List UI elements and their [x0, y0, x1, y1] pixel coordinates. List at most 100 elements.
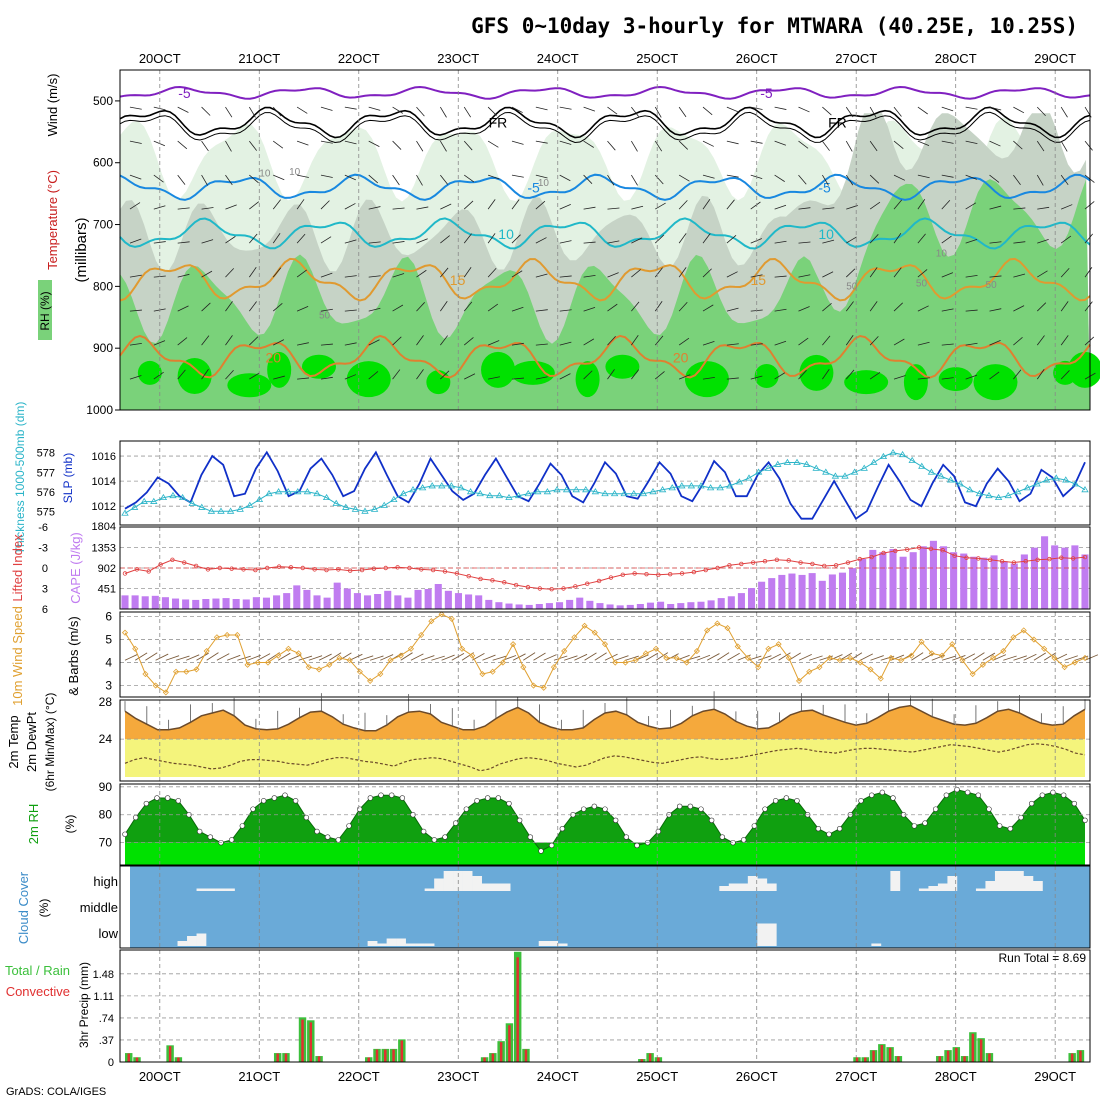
wind-barb: [702, 233, 711, 244]
wind-barb: [296, 140, 309, 146]
ytick-label: 500: [93, 94, 113, 108]
cape-bar: [495, 602, 503, 609]
thickness-marker: [303, 488, 312, 495]
wind-barb: [965, 274, 978, 278]
rh-blob: [684, 361, 729, 398]
cape-bar: [717, 598, 725, 609]
li-marker: [312, 567, 317, 572]
cloud-bar: [196, 888, 207, 891]
wind-barb-10m: [400, 652, 413, 661]
wind-barb: [893, 375, 906, 380]
wind-speed-marker: [704, 627, 711, 634]
thickness-marker: [726, 482, 734, 489]
temperature-contour: [119, 334, 1091, 379]
wind-barb: [846, 205, 858, 210]
thickness-marker: [870, 458, 878, 465]
wind-barb-10m: [237, 655, 251, 661]
wind-speed-marker: [755, 664, 762, 671]
cloud-bar: [975, 888, 986, 891]
wind-barb: [535, 309, 548, 312]
cloud-bar: [386, 938, 397, 946]
wind-barb-10m: [798, 653, 812, 661]
wind-barb: [129, 202, 141, 210]
wind-barb: [248, 106, 256, 118]
li-marker: [466, 574, 471, 579]
cloud-bar: [472, 876, 482, 891]
contour-label: 20: [673, 349, 689, 365]
thickness-marker: [774, 460, 782, 467]
rh-blob: [301, 354, 336, 379]
wind-speed-marker: [836, 657, 843, 664]
wind-barb: [893, 106, 902, 117]
wind-barb: [989, 106, 1002, 111]
thickness-marker: [956, 480, 964, 487]
cape-bar: [232, 599, 240, 609]
wind-barb: [535, 106, 548, 111]
li-marker: [525, 584, 531, 590]
cape-bar: [242, 599, 250, 609]
wind-barb: [822, 207, 835, 210]
rh2m-tick-label: 90: [99, 780, 113, 794]
wind-barb: [249, 140, 257, 151]
wind-speed-marker: [224, 631, 231, 639]
wind-barb: [989, 205, 1002, 210]
wind-barb: [129, 238, 142, 244]
ytick-label: 700: [93, 218, 113, 232]
cape-bar: [616, 605, 624, 609]
wind-barb: [1084, 267, 1093, 278]
cloud-bar: [548, 941, 559, 946]
contour-label: 10: [818, 226, 834, 242]
wind-barb: [607, 369, 615, 380]
wind-barb: [678, 174, 690, 182]
thickness-tick-label: 575: [37, 506, 55, 518]
wind-barb: [177, 241, 190, 244]
wind-barb: [774, 275, 787, 278]
wind-barb: [750, 238, 762, 244]
wind-speed-marker: [652, 645, 660, 652]
wind-barb: [702, 106, 713, 116]
wind-barb: [416, 335, 424, 346]
rh2m-marker: [431, 837, 438, 843]
wind-barb-10m: [533, 652, 546, 661]
wind-barb: [774, 106, 787, 110]
convective-bar: [400, 1040, 404, 1062]
li-marker: [134, 567, 140, 572]
wind-barb: [893, 174, 905, 181]
wind-speed-marker: [367, 677, 374, 684]
wind-barb: [225, 204, 237, 210]
convective-bar: [508, 1025, 511, 1062]
wind-barb: [1013, 106, 1025, 114]
wind-barb: [368, 307, 381, 312]
wind-barb: [893, 302, 904, 312]
wind-barb-10m: [962, 653, 976, 661]
rh2m-frame: [119, 783, 1091, 866]
wind-speed-marker: [479, 670, 486, 678]
rh-blob: [227, 373, 272, 398]
rh2m-marker: [196, 828, 203, 835]
wind-barb: [678, 267, 687, 278]
thickness-marker: [610, 489, 619, 497]
ytick-label: 800: [93, 279, 113, 293]
li-marker: [537, 586, 543, 591]
wind-barb: [249, 336, 259, 346]
rh2m-marker: [1060, 792, 1067, 798]
temperature-label: Temperature (°C): [45, 170, 60, 270]
time-label-bottom: 28OCT: [935, 1069, 977, 1084]
li-marker: [253, 567, 258, 573]
wind-barb: [654, 301, 663, 312]
wind-speed-marker: [1030, 636, 1038, 643]
wind-barb: [177, 337, 188, 346]
rh2m-marker: [794, 798, 800, 804]
run-total-label: Run Total = 8.69: [998, 951, 1086, 965]
rh2m-marker: [143, 800, 150, 807]
convective-bar: [516, 957, 519, 1062]
dewpoint-line: [124, 743, 1086, 772]
cape-bar: [596, 603, 604, 609]
wind-barb: [559, 341, 572, 346]
thickness-marker: [476, 489, 484, 497]
contour-label: -5: [527, 179, 540, 195]
wind-barb: [798, 337, 809, 346]
wind-barb: [583, 338, 595, 346]
wind-barb: [535, 237, 547, 244]
wind-barb: [607, 303, 618, 312]
